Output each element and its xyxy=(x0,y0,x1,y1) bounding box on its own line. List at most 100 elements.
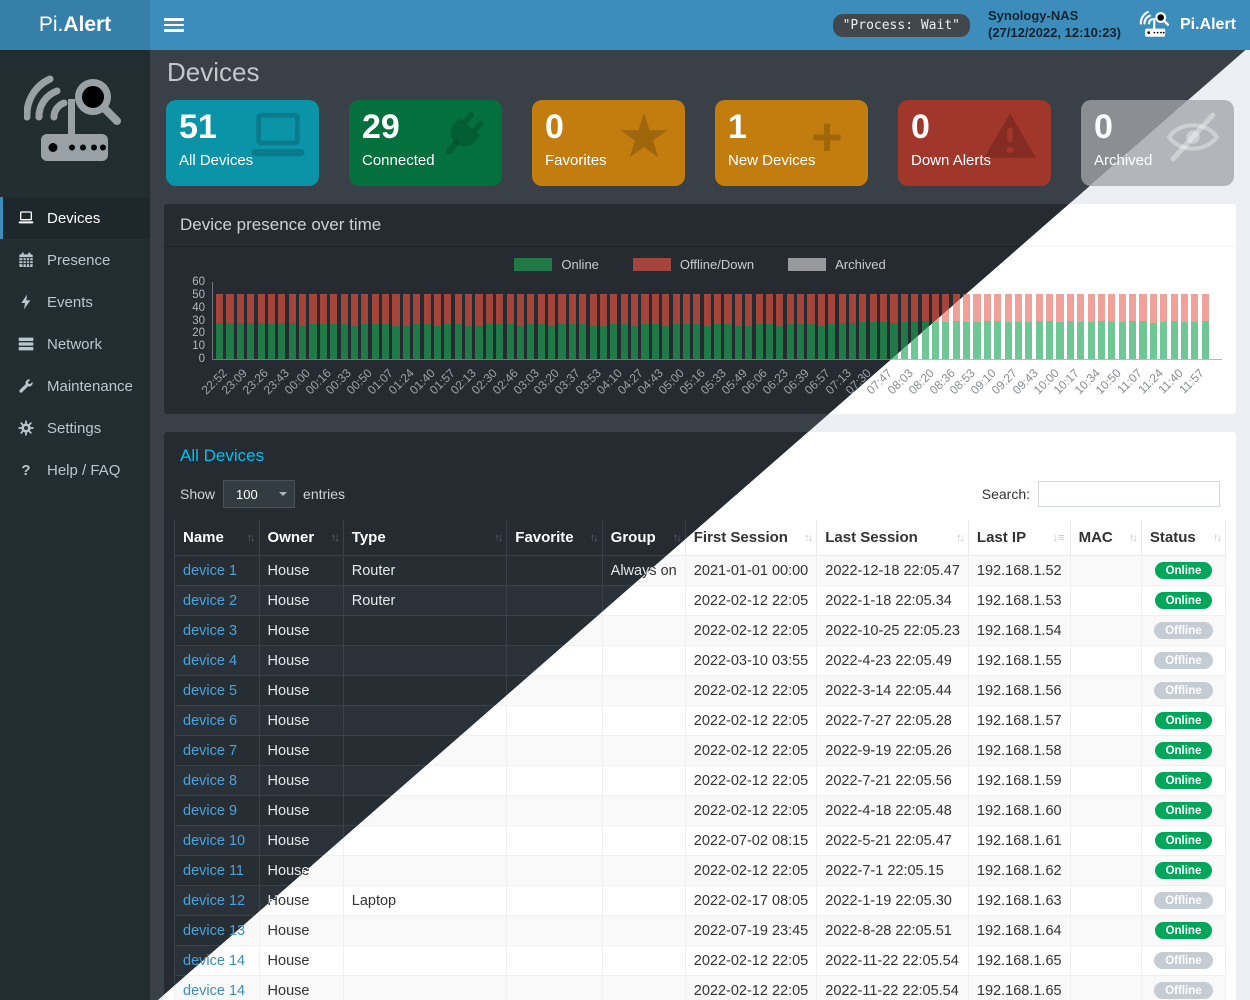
app-logo[interactable]: Pi.Alert xyxy=(0,0,150,50)
presence-bar xyxy=(444,293,452,359)
device-link[interactable]: device 13 xyxy=(183,922,246,939)
column-header-first-session[interactable]: First Session ↑↓ xyxy=(684,520,818,556)
presence-bar xyxy=(631,293,639,359)
table-cell xyxy=(506,885,603,916)
header-brand[interactable]: Pi.Alert xyxy=(1139,10,1236,40)
search-input[interactable] xyxy=(1038,481,1220,507)
table-cell xyxy=(601,705,686,736)
table-cell: 192.168.1.56 xyxy=(967,675,1071,706)
bolt-icon xyxy=(17,293,35,311)
card-connected[interactable]: 29 Connected xyxy=(349,100,502,186)
table-cell xyxy=(506,675,603,706)
table-cell: 2022-02-17 08:05 xyxy=(684,885,818,916)
laptop-icon xyxy=(17,209,35,227)
legend-item-archived[interactable]: Archived xyxy=(788,257,886,272)
card-down-alerts[interactable]: 0 Down Alerts xyxy=(898,100,1051,186)
main-content: Devices 51 All Devices 29 Connected 0 Fa… xyxy=(150,50,1250,1000)
table-cell xyxy=(506,735,603,766)
column-header-last-session[interactable]: Last Session ↑↓ xyxy=(816,520,969,556)
column-header-owner[interactable]: Owner↑↓ xyxy=(258,520,344,556)
table-cell: 2022-02-12 22:05 xyxy=(684,765,818,796)
device-link[interactable]: device 8 xyxy=(183,772,238,789)
device-link[interactable]: device 14 xyxy=(183,952,246,969)
y-tick: 30 xyxy=(192,314,205,327)
device-link[interactable]: device 10 xyxy=(183,832,246,849)
table-cell: Always on xyxy=(601,555,686,586)
column-header-favorite[interactable]: Favorite↑↓ xyxy=(506,520,603,556)
presence-bar xyxy=(900,293,908,359)
presence-bar xyxy=(817,293,825,359)
column-header-status[interactable]: Status ↑↓ xyxy=(1140,520,1227,556)
y-tick: 50 xyxy=(192,288,205,301)
presence-bar xyxy=(1046,293,1054,359)
presence-bar xyxy=(1129,293,1137,359)
card-new-devices[interactable]: 1 New Devices + xyxy=(715,100,868,186)
card-favorites[interactable]: 0 Favorites ★ xyxy=(532,100,685,186)
sidebar-item-settings[interactable]: Settings xyxy=(0,407,150,449)
table-cell: 2022-07-02 08:15 xyxy=(684,825,818,856)
column-header-mac[interactable]: MAC ↑↓ xyxy=(1069,520,1142,556)
device-link[interactable]: device 1 xyxy=(183,562,238,579)
hamburger-menu-icon[interactable] xyxy=(164,15,184,35)
status-badge: Online xyxy=(1154,922,1213,940)
legend-item-online[interactable]: Online xyxy=(514,257,599,272)
sidebar-item-network[interactable]: Network xyxy=(0,323,150,365)
table-cell xyxy=(1069,915,1142,946)
presence-bar xyxy=(994,293,1002,359)
sidebar-item-presence[interactable]: Presence xyxy=(0,239,150,281)
status-badge: Offline xyxy=(1154,652,1213,670)
presence-bar xyxy=(340,293,348,359)
legend-item-offline[interactable]: Offline/Down xyxy=(632,257,754,272)
table-cell: House xyxy=(258,765,344,796)
column-header-group[interactable]: Group↑↓ xyxy=(601,520,686,556)
table-cell: 192.168.1.65 xyxy=(967,945,1071,976)
table-cell xyxy=(1069,645,1142,676)
table-cell xyxy=(342,705,508,736)
pialert-router-icon xyxy=(1139,10,1170,38)
table-cell: 2022-02-12 22:05 xyxy=(684,585,818,616)
page-length-select[interactable]: 100 xyxy=(223,480,296,508)
device-link[interactable]: device 9 xyxy=(183,802,238,819)
sidebar-item-label: Network xyxy=(47,335,103,353)
table-cell xyxy=(601,795,686,826)
device-link[interactable]: device 14 xyxy=(183,982,246,999)
presence-bar xyxy=(828,293,836,359)
device-link[interactable]: device 3 xyxy=(183,622,238,639)
table-cell: House xyxy=(258,915,344,946)
table-cell: 2022-02-12 22:05 xyxy=(684,795,818,826)
table-cell: House xyxy=(258,585,344,616)
presence-bar xyxy=(890,293,898,359)
device-link[interactable]: device 6 xyxy=(183,712,238,729)
device-link[interactable]: device 12 xyxy=(183,892,246,909)
presence-bar xyxy=(371,293,379,359)
column-header-last-ip[interactable]: Last IP ↓≡ xyxy=(967,520,1071,556)
nas-info: Synology-NAS (27/12/2022, 12:10:23) xyxy=(988,8,1121,42)
sidebar-item-devices[interactable]: Devices xyxy=(0,197,150,239)
nas-name: Synology-NAS xyxy=(988,8,1079,24)
sidebar-item-help[interactable]: ? Help / FAQ xyxy=(0,449,150,491)
device-link[interactable]: device 2 xyxy=(183,592,238,609)
presence-bar xyxy=(1056,293,1064,359)
presence-bar xyxy=(786,293,794,359)
process-status-badge[interactable]: "Process: Wait" xyxy=(832,13,970,37)
device-link[interactable]: device 4 xyxy=(183,652,238,669)
sort-icon: ↑↓ xyxy=(1128,531,1138,544)
status-badge: Online xyxy=(1154,802,1213,820)
column-header-name[interactable]: Name↑↓ xyxy=(174,520,260,556)
sidebar-item-events[interactable]: Events xyxy=(0,281,150,323)
status-badge: Online xyxy=(1154,562,1213,580)
table-cell: 192.168.1.63 xyxy=(967,885,1071,916)
table-cell: 2022-02-12 22:05 xyxy=(684,705,818,736)
table-cell: 192.168.1.55 xyxy=(967,645,1071,676)
presence-bar xyxy=(765,293,774,359)
sidebar-item-maintenance[interactable]: Maintenance xyxy=(0,365,150,407)
presence-bar xyxy=(921,293,929,359)
device-link[interactable]: device 7 xyxy=(183,742,238,759)
y-tick: 40 xyxy=(192,301,205,314)
card-archived[interactable]: 0 Archived xyxy=(1081,100,1234,186)
column-header-type[interactable]: Type↑↓ xyxy=(342,520,508,556)
device-link[interactable]: device 11 xyxy=(183,862,244,879)
card-all-devices[interactable]: 51 All Devices xyxy=(166,100,319,186)
device-link[interactable]: device 5 xyxy=(183,682,238,699)
